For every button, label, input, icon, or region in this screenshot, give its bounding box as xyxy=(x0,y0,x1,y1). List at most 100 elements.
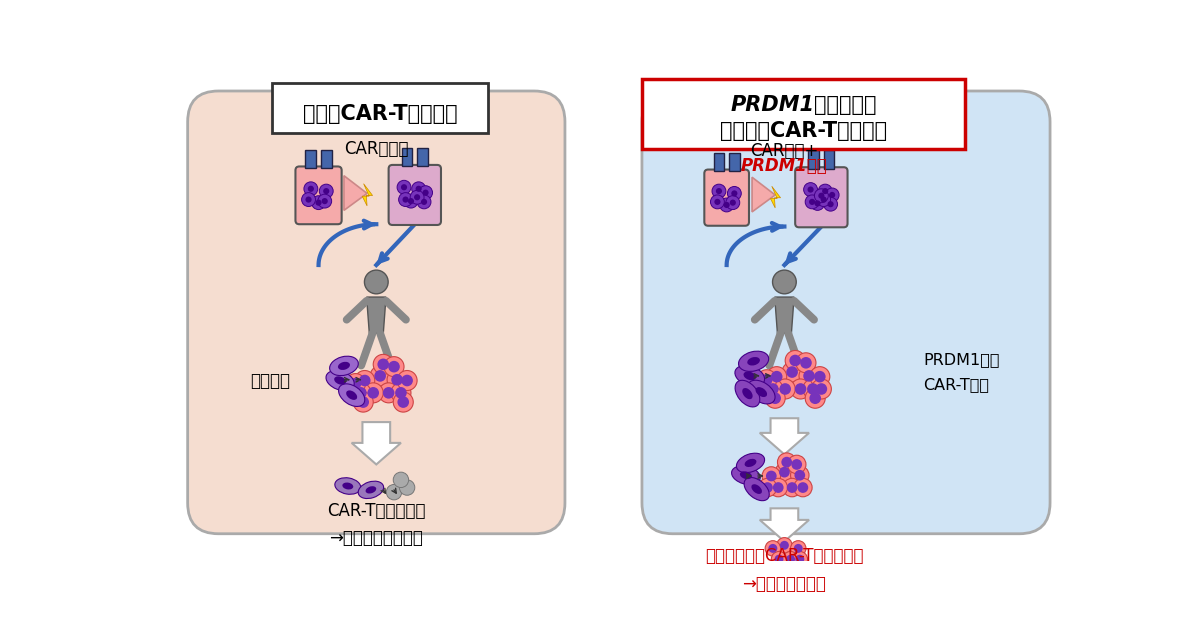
Circle shape xyxy=(716,188,722,194)
Circle shape xyxy=(768,544,778,553)
Circle shape xyxy=(773,270,797,294)
Circle shape xyxy=(710,195,725,209)
Circle shape xyxy=(803,379,823,399)
Circle shape xyxy=(359,375,371,386)
Circle shape xyxy=(816,383,827,395)
Ellipse shape xyxy=(732,466,761,484)
Circle shape xyxy=(817,193,830,207)
Circle shape xyxy=(401,184,407,190)
Polygon shape xyxy=(775,297,794,333)
Bar xyxy=(418,148,428,166)
Circle shape xyxy=(791,459,802,470)
Circle shape xyxy=(415,186,421,192)
Text: PRDM1欠失: PRDM1欠失 xyxy=(742,158,828,176)
Circle shape xyxy=(304,182,318,196)
Circle shape xyxy=(378,358,389,370)
Circle shape xyxy=(766,388,785,408)
Circle shape xyxy=(791,466,809,484)
Text: 長期にわたるCAR-T細胞の攻撃
→がん細胞の根絶: 長期にわたるCAR-T細胞の攻撃 →がん細胞の根絶 xyxy=(706,547,864,593)
Circle shape xyxy=(388,370,407,390)
Bar xyxy=(642,79,965,149)
Text: がん細胞: がん細胞 xyxy=(250,372,290,391)
Circle shape xyxy=(770,371,782,382)
Circle shape xyxy=(322,198,328,204)
Circle shape xyxy=(397,370,418,391)
Circle shape xyxy=(794,383,806,395)
Ellipse shape xyxy=(744,372,756,381)
Circle shape xyxy=(394,472,409,488)
Circle shape xyxy=(786,554,796,564)
Circle shape xyxy=(786,366,798,378)
Circle shape xyxy=(772,551,787,567)
Circle shape xyxy=(778,453,796,471)
Ellipse shape xyxy=(366,486,377,493)
Circle shape xyxy=(398,193,413,207)
FancyBboxPatch shape xyxy=(187,91,565,534)
Ellipse shape xyxy=(342,483,353,490)
Circle shape xyxy=(410,190,424,204)
Circle shape xyxy=(757,370,776,390)
FancyBboxPatch shape xyxy=(295,166,342,224)
Circle shape xyxy=(730,200,736,206)
Circle shape xyxy=(394,392,413,412)
Ellipse shape xyxy=(737,453,764,472)
Circle shape xyxy=(379,383,398,403)
Ellipse shape xyxy=(748,357,760,365)
Circle shape xyxy=(808,186,814,193)
Circle shape xyxy=(805,388,826,408)
Circle shape xyxy=(793,478,812,497)
Circle shape xyxy=(787,455,806,474)
FancyBboxPatch shape xyxy=(642,91,1050,534)
Circle shape xyxy=(815,200,821,207)
Circle shape xyxy=(809,392,821,404)
Circle shape xyxy=(373,354,394,374)
Circle shape xyxy=(323,188,329,194)
Ellipse shape xyxy=(748,381,775,404)
Ellipse shape xyxy=(346,391,358,400)
Circle shape xyxy=(792,551,808,567)
Text: CAR導入+: CAR導入+ xyxy=(750,142,818,160)
Circle shape xyxy=(383,387,395,399)
Circle shape xyxy=(319,184,334,198)
Circle shape xyxy=(763,379,782,399)
Polygon shape xyxy=(352,422,401,464)
Circle shape xyxy=(397,180,410,194)
Circle shape xyxy=(726,196,739,210)
Circle shape xyxy=(773,482,784,493)
Circle shape xyxy=(404,194,418,208)
Circle shape xyxy=(727,186,742,200)
Circle shape xyxy=(401,375,413,386)
Circle shape xyxy=(731,190,738,197)
Circle shape xyxy=(318,194,331,208)
Circle shape xyxy=(822,188,828,194)
Ellipse shape xyxy=(359,481,384,498)
Circle shape xyxy=(823,197,838,211)
Polygon shape xyxy=(752,177,775,212)
Circle shape xyxy=(782,478,802,497)
Ellipse shape xyxy=(338,362,350,370)
Circle shape xyxy=(796,554,804,564)
Bar xyxy=(306,149,317,168)
Ellipse shape xyxy=(736,381,760,407)
Circle shape xyxy=(414,194,420,200)
Circle shape xyxy=(350,383,371,403)
Polygon shape xyxy=(366,297,386,333)
Text: CARを導入: CARを導入 xyxy=(344,140,408,158)
Bar xyxy=(728,152,739,171)
Ellipse shape xyxy=(740,471,752,479)
Ellipse shape xyxy=(734,365,764,386)
Circle shape xyxy=(818,193,824,199)
Circle shape xyxy=(758,478,776,497)
Circle shape xyxy=(804,183,817,197)
Bar xyxy=(402,148,413,166)
Ellipse shape xyxy=(335,478,361,495)
Circle shape xyxy=(408,198,414,204)
Ellipse shape xyxy=(745,459,756,467)
Circle shape xyxy=(814,371,826,382)
Circle shape xyxy=(762,482,773,493)
Circle shape xyxy=(775,463,793,481)
Circle shape xyxy=(787,482,798,493)
Circle shape xyxy=(355,387,367,399)
Circle shape xyxy=(811,379,832,399)
Circle shape xyxy=(712,184,726,198)
